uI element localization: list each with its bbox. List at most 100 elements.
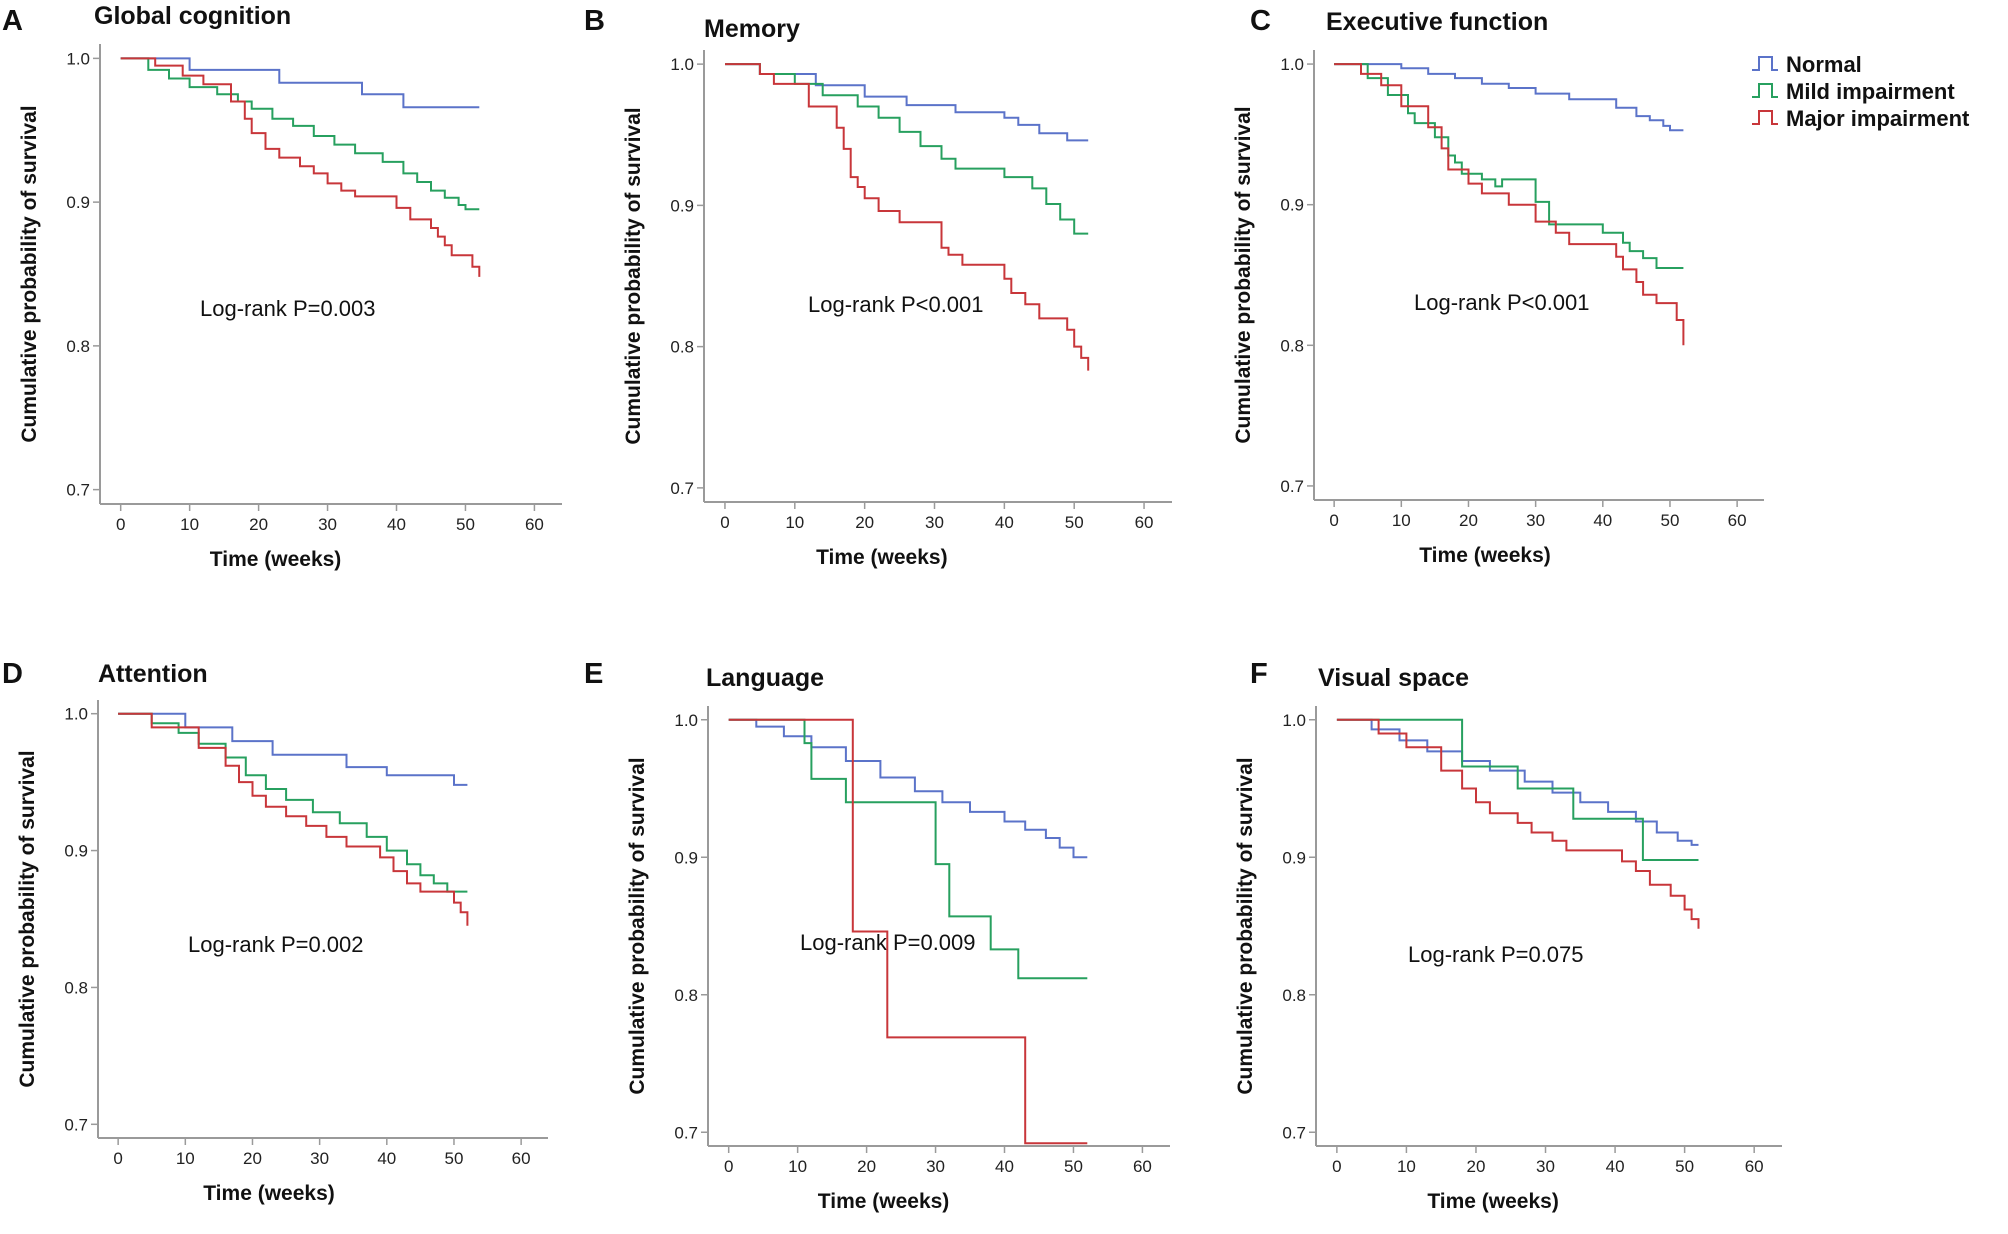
x-tick-label: 10 — [180, 515, 199, 534]
km-curve-mild-impairment — [120, 57, 480, 211]
x-tick-label: 0 — [724, 1157, 733, 1176]
x-tick-label: 40 — [1606, 1157, 1625, 1176]
x-tick-label: 30 — [1536, 1157, 1555, 1176]
panel-title: Global cognition — [94, 2, 291, 30]
y-tick-label: 1.0 — [64, 705, 88, 724]
km-curve-normal — [1336, 718, 1699, 846]
panel-letter: C — [1250, 5, 1271, 37]
y-tick-label: 0.9 — [1282, 848, 1306, 867]
y-tick-label: 0.8 — [670, 338, 694, 357]
x-tick-label: 40 — [1593, 511, 1612, 530]
x-tick-label: 50 — [1064, 1157, 1083, 1176]
x-tick-label: 20 — [857, 1157, 876, 1176]
km-curve-mild-impairment — [725, 63, 1089, 235]
km-curve-major-impairment — [725, 63, 1090, 371]
y-tick-label: 0.9 — [66, 193, 90, 212]
x-tick-label: 20 — [1467, 1157, 1486, 1176]
x-tick-label: 60 — [512, 1149, 531, 1168]
y-axis-label: Cumulative probability of survival — [622, 107, 645, 444]
y-tick-label: 1.0 — [1282, 711, 1306, 730]
y-axis-label: Cumulative probability of survival — [1234, 757, 1257, 1094]
x-tick-label: 10 — [788, 1157, 807, 1176]
panel-a: A Global cognition 0 10 20 30 40 50 60 0.7 0.8 0.9 1… — [2, 2, 562, 571]
x-tick-label: 0 — [720, 513, 729, 532]
km-curve-major-impairment — [1334, 63, 1685, 346]
x-tick-label: 60 — [1135, 513, 1154, 532]
y-tick-label: 0.7 — [1282, 1123, 1306, 1142]
x-tick-label: 30 — [1526, 511, 1545, 530]
panel-title: Attention — [98, 660, 208, 688]
y-tick-label: 1.0 — [1280, 55, 1304, 74]
panel-letter: F — [1250, 658, 1268, 690]
legend-label: Major impairment — [1786, 106, 1970, 131]
x-tick-label: 60 — [1745, 1157, 1764, 1176]
y-tick-label: 1.0 — [66, 49, 90, 68]
log-rank-annotation: Log-rank P=0.003 — [200, 296, 376, 321]
y-tick-label: 0.9 — [64, 842, 88, 861]
x-tick-label: 30 — [926, 1157, 945, 1176]
y-tick-label: 0.9 — [674, 848, 698, 867]
km-curve-normal — [725, 63, 1089, 142]
x-tick-label: 40 — [995, 1157, 1014, 1176]
panel-title: Executive function — [1326, 8, 1548, 36]
y-axis-label: Cumulative probability of survival — [626, 757, 649, 1094]
km-curve-normal — [1334, 63, 1684, 132]
x-tick-label: 40 — [995, 513, 1014, 532]
panel-letter: D — [2, 658, 23, 690]
panel-title: Memory — [704, 15, 800, 43]
x-axis-label: Time (weeks) — [1419, 544, 1551, 567]
km-curve-major-impairment — [120, 57, 481, 277]
x-tick-label: 0 — [113, 1149, 122, 1168]
panel-e: E Language 0 10 20 30 40 50 60 0.7 0.8 0.9 1.0 Time (… — [584, 658, 1170, 1213]
y-tick-label: 0.9 — [1280, 196, 1304, 215]
x-tick-label: 40 — [377, 1149, 396, 1168]
x-tick-label: 10 — [1392, 511, 1411, 530]
x-tick-label: 10 — [176, 1149, 195, 1168]
log-rank-annotation: Log-rank P<0.001 — [808, 292, 984, 317]
x-tick-label: 30 — [318, 515, 337, 534]
legend-label: Mild impairment — [1786, 79, 1955, 104]
x-tick-label: 30 — [925, 513, 944, 532]
km-curve-normal — [728, 718, 1088, 859]
x-tick-label: 10 — [785, 513, 804, 532]
y-tick-label: 0.7 — [1280, 477, 1304, 496]
chart-panels: A Global cognition 0 10 20 30 40 50 60 0.7 0.8 0.9 1… — [2, 2, 1782, 1213]
log-rank-annotation: Log-rank P=0.002 — [188, 932, 364, 957]
y-tick-label: 0.7 — [64, 1115, 88, 1134]
y-tick-label: 0.8 — [66, 337, 90, 356]
legend-swatch — [1752, 110, 1778, 125]
x-tick-label: 50 — [1661, 511, 1680, 530]
y-tick-label: 0.8 — [1280, 336, 1304, 355]
x-tick-label: 20 — [1459, 511, 1478, 530]
km-curve-mild-impairment — [1334, 63, 1684, 269]
x-tick-label: 0 — [1329, 511, 1338, 530]
panel-b: B Memory 0 10 20 30 40 50 60 0.7 0.8 0.9 1.0 Time (we… — [584, 5, 1172, 569]
x-tick-label: 0 — [116, 515, 125, 534]
y-tick-label: 0.9 — [670, 196, 694, 215]
x-tick-label: 20 — [249, 515, 268, 534]
y-tick-label: 0.7 — [674, 1123, 698, 1142]
y-tick-label: 0.8 — [64, 978, 88, 997]
legend-label: Normal — [1786, 52, 1862, 77]
km-curve-normal — [120, 57, 480, 109]
x-axis-label: Time (weeks) — [203, 1182, 335, 1205]
x-tick-label: 60 — [525, 515, 544, 534]
panel-title: Language — [706, 664, 824, 692]
panel-f: F Visual space 0 10 20 30 40 50 60 0.7 0.8 0.9 1.0 Ti… — [1234, 658, 1782, 1213]
x-tick-label: 20 — [855, 513, 874, 532]
km-curve-mild-impairment — [728, 718, 1088, 980]
x-tick-label: 50 — [1675, 1157, 1694, 1176]
x-tick-label: 20 — [243, 1149, 262, 1168]
legend-item: Normal — [1752, 52, 1862, 77]
panel-d: D Attention 0 10 20 30 40 50 60 0.7 0.8 0.9 1.0 Time … — [2, 658, 548, 1205]
x-tick-label: 50 — [1065, 513, 1084, 532]
x-axis-label: Time (weeks) — [1427, 1190, 1559, 1213]
y-tick-label: 1.0 — [674, 711, 698, 730]
panel-letter: A — [2, 5, 23, 37]
km-curve-major-impairment — [728, 718, 1088, 1145]
x-tick-label: 0 — [1332, 1157, 1341, 1176]
legend-swatch — [1752, 83, 1778, 98]
x-axis-label: Time (weeks) — [818, 1190, 950, 1213]
y-axis-label: Cumulative probability of survival — [1232, 106, 1255, 443]
